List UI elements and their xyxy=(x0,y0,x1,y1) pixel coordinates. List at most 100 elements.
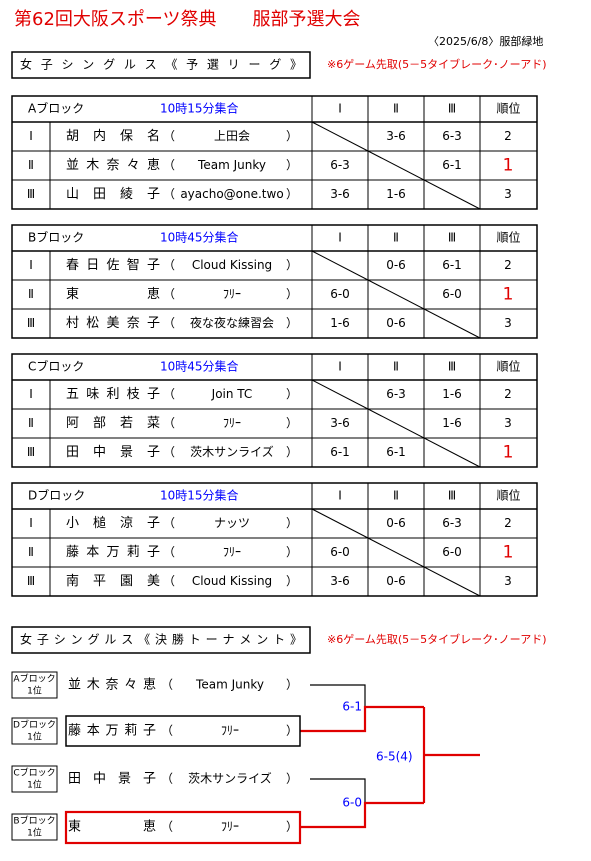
player-name: 山田綾子 xyxy=(66,186,160,202)
rank: 1 xyxy=(503,443,514,463)
column-header: 順位 xyxy=(496,230,520,245)
section-note: ※6ゲーム先取(5－5タイブレーク･ノーアド) xyxy=(327,632,547,646)
player-name: 村松美奈子 xyxy=(66,316,160,331)
bracket-close: ） xyxy=(286,724,298,738)
date: 〈2025/6/8〉服部緑地 xyxy=(428,34,543,48)
rank: 2 xyxy=(504,258,512,272)
score: 0-6 xyxy=(386,316,406,330)
section-box xyxy=(11,51,311,79)
club: Cloud Kissing xyxy=(192,574,272,588)
block-time: 10時45分集合 xyxy=(160,359,239,374)
bracket-open: （ xyxy=(163,545,175,559)
player-name: 東恵 xyxy=(68,819,156,835)
row-number: Ⅲ xyxy=(27,316,35,330)
club: ﾌﾘｰ xyxy=(221,724,239,738)
row-number: Ⅲ xyxy=(27,445,35,459)
bracket-open: （ xyxy=(163,516,175,530)
block-frame xyxy=(11,353,538,468)
club: ﾌﾘｰ xyxy=(221,820,239,834)
bracket-open: （ xyxy=(163,287,175,301)
club: Join TC xyxy=(211,387,253,401)
bracket-open: （ xyxy=(163,574,175,588)
bracket-open: （ xyxy=(163,316,175,330)
column-header: Ⅰ xyxy=(338,489,342,503)
column-header: Ⅰ xyxy=(338,231,342,245)
row-number: Ⅱ xyxy=(28,416,34,430)
column-header: Ⅲ xyxy=(448,360,456,374)
bracket-open: （ xyxy=(163,416,175,430)
diagonal xyxy=(311,379,481,468)
bracket-open: （ xyxy=(161,820,173,834)
player-name: 藤本万莉子 xyxy=(68,724,156,739)
row-number: Ⅱ xyxy=(28,545,34,559)
player-name: 春日佐智子 xyxy=(66,258,160,273)
block-frame xyxy=(11,482,538,597)
rank: 3 xyxy=(504,316,512,330)
bracket-open: （ xyxy=(163,258,175,272)
seed-place: 1位 xyxy=(27,779,42,791)
column-header: Ⅰ xyxy=(338,360,342,374)
bracket-close: ） xyxy=(286,158,298,172)
seed-box xyxy=(11,671,58,699)
bracket-open: （ xyxy=(161,678,173,692)
diagonal xyxy=(311,121,481,210)
bracket-line xyxy=(310,778,366,803)
bracket-close: ） xyxy=(286,516,298,530)
block-name: Aブロック xyxy=(28,101,84,116)
section-box xyxy=(11,626,311,654)
column-header: Ⅱ xyxy=(393,231,399,245)
bracket-open: （ xyxy=(163,187,175,201)
score: 3-6 xyxy=(330,416,350,430)
seed-block: Aブロック xyxy=(13,673,55,685)
club: ﾌﾘｰ xyxy=(223,545,241,559)
club: 上田会 xyxy=(214,129,250,143)
score: 0-6 xyxy=(386,574,406,588)
score: 6-1 xyxy=(442,158,462,172)
score: 6-3 xyxy=(330,158,350,172)
score: 6-3 xyxy=(442,516,462,530)
club: 茨木サンライズ xyxy=(190,444,274,459)
block-time: 10時45分集合 xyxy=(160,230,239,245)
score: 3-6 xyxy=(386,129,406,143)
club: 茨木サンライズ xyxy=(188,771,272,786)
final-score: 6-5(4) xyxy=(376,750,413,764)
score: 1-6 xyxy=(330,316,350,330)
row-number: Ⅰ xyxy=(29,129,33,143)
score: 6-0 xyxy=(442,287,462,301)
block-frame xyxy=(11,95,538,210)
rank: 3 xyxy=(504,416,512,430)
bracket-close: ） xyxy=(286,772,298,786)
club: ﾌﾘｰ xyxy=(223,416,241,430)
bracket-close: ） xyxy=(286,678,298,692)
column-header: Ⅱ xyxy=(393,489,399,503)
player-name: 藤本万莉子 xyxy=(66,545,160,560)
rank: 1 xyxy=(503,543,514,563)
bracket xyxy=(64,684,480,845)
bracket-line xyxy=(310,684,366,707)
winner-box xyxy=(64,810,302,845)
seed-place: 1位 xyxy=(27,731,42,743)
diagonal xyxy=(311,250,481,339)
column-header: 順位 xyxy=(496,488,520,503)
player-name: 五味利枝子 xyxy=(66,387,160,402)
title: 第62回大阪スポーツ祭典 服部予選大会 xyxy=(14,9,361,30)
column-header: Ⅲ xyxy=(448,102,456,116)
bracket-close: ） xyxy=(286,387,298,401)
column-header: Ⅲ xyxy=(448,489,456,503)
semi-score: 6-1 xyxy=(342,700,362,714)
bracket-close: ） xyxy=(286,820,298,834)
bracket-win xyxy=(300,801,424,829)
block-time: 10時15分集合 xyxy=(160,101,239,116)
row-number: Ⅲ xyxy=(27,574,35,588)
score: 0-6 xyxy=(386,258,406,272)
score: 1-6 xyxy=(442,387,462,401)
seed-block: Bブロック xyxy=(13,815,55,827)
bracket-open: （ xyxy=(163,445,175,459)
seed-place: 1位 xyxy=(27,685,42,697)
bracket-close: ） xyxy=(286,316,298,330)
player-name: 胡内保名 xyxy=(66,128,160,144)
score: 6-3 xyxy=(386,387,406,401)
score: 6-0 xyxy=(330,545,350,559)
seed-block: Cブロック xyxy=(13,767,55,779)
